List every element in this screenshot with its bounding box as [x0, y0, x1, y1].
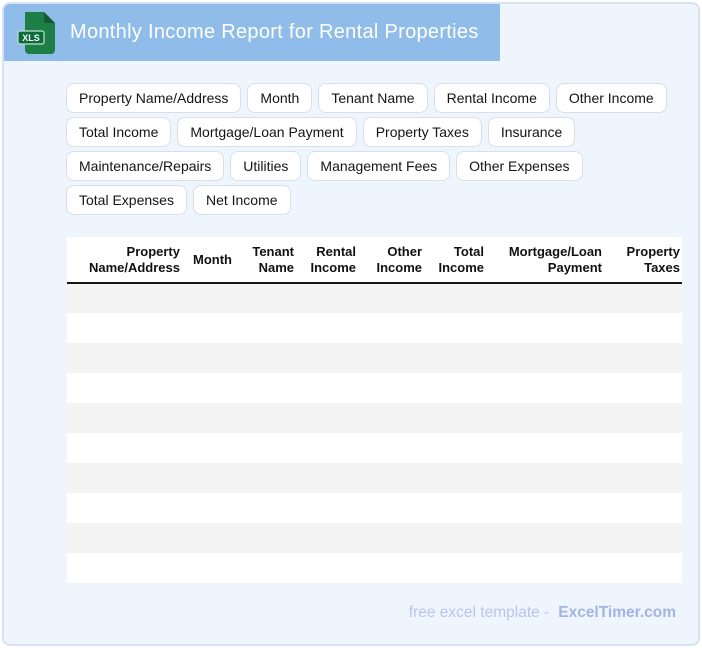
- field-tag-chip[interactable]: Mortgage/Loan Payment: [177, 117, 357, 147]
- empty-table-cell: [67, 463, 682, 494]
- field-tag-chip[interactable]: Net Income: [192, 185, 291, 215]
- footer-brand-link[interactable]: ExcelTimer.com: [558, 604, 676, 621]
- empty-table-cell: [67, 553, 682, 584]
- table-column-header: Tenant Name: [234, 237, 296, 285]
- field-tag-chip[interactable]: Other Expenses: [456, 151, 583, 181]
- empty-table-row: [67, 373, 682, 404]
- empty-table-row: [67, 433, 682, 464]
- field-tag-chip[interactable]: Total Expenses: [66, 185, 187, 215]
- preview-table: Property Name/Address Month Tenant Name Ren…: [67, 237, 682, 584]
- xls-file-icon: XLS: [17, 11, 55, 54]
- empty-table-row: [67, 403, 682, 434]
- empty-table-cell: [67, 313, 682, 344]
- empty-table-row: [67, 523, 682, 554]
- table-column-header: Total Income: [424, 237, 486, 285]
- empty-table-row: [67, 553, 682, 584]
- field-tag-list: Property Name/Address Month Tenant Name Ren…: [66, 83, 688, 215]
- page-header: XLS Monthly Income Report for Rental Pro…: [4, 4, 500, 61]
- empty-table-cell: [67, 433, 682, 464]
- empty-table-row: [67, 313, 682, 344]
- field-tag-chip[interactable]: Tenant Name: [318, 83, 428, 113]
- footer-tagline: free excel template -: [408, 604, 550, 621]
- spreadsheet-preview: Property Name/Address Month Tenant Name Ren…: [67, 237, 682, 584]
- empty-table-row: [67, 343, 682, 374]
- field-tag-chip[interactable]: Month: [247, 83, 313, 113]
- empty-table-cell: [67, 523, 682, 554]
- table-column-header: Mortgage/Loan Payment: [486, 237, 604, 285]
- table-column-header: Other Income: [358, 237, 424, 285]
- empty-table-cell: [67, 493, 682, 524]
- field-tag-chip[interactable]: Rental Income: [433, 83, 550, 113]
- empty-table-cell: [67, 343, 682, 374]
- empty-table-cell: [67, 403, 682, 434]
- xls-badge-text: XLS: [22, 33, 40, 43]
- field-tag-chip[interactable]: Property Taxes: [362, 117, 482, 147]
- field-tag-chip[interactable]: Insurance: [487, 117, 576, 147]
- field-tag-chip[interactable]: Property Name/Address: [66, 83, 242, 113]
- table-column-header: Property Name/Address: [67, 237, 182, 285]
- table-column-header: Property Taxes: [604, 237, 682, 285]
- page-title: Monthly Income Report for Rental Propert…: [70, 21, 479, 43]
- empty-table-row: [67, 493, 682, 524]
- empty-table-cell: [67, 373, 682, 404]
- field-tag-chip[interactable]: Utilities: [230, 151, 302, 181]
- field-tag-chip[interactable]: Management Fees: [307, 151, 451, 181]
- table-column-header: Month: [182, 237, 234, 285]
- field-tag-chip[interactable]: Maintenance/Repairs: [66, 151, 225, 181]
- table-column-header: Rental Income: [296, 237, 358, 285]
- field-tag-chip[interactable]: Other Income: [555, 83, 667, 113]
- field-tag-chip[interactable]: Total Income: [66, 117, 172, 147]
- empty-table-row: [67, 463, 682, 494]
- table-header-row: Property Name/Address Month Tenant Name Ren…: [67, 237, 682, 285]
- empty-table-cell: [67, 283, 682, 314]
- footer: free excel template - ExcelTimer.com: [409, 604, 676, 622]
- empty-table-row: [67, 283, 682, 314]
